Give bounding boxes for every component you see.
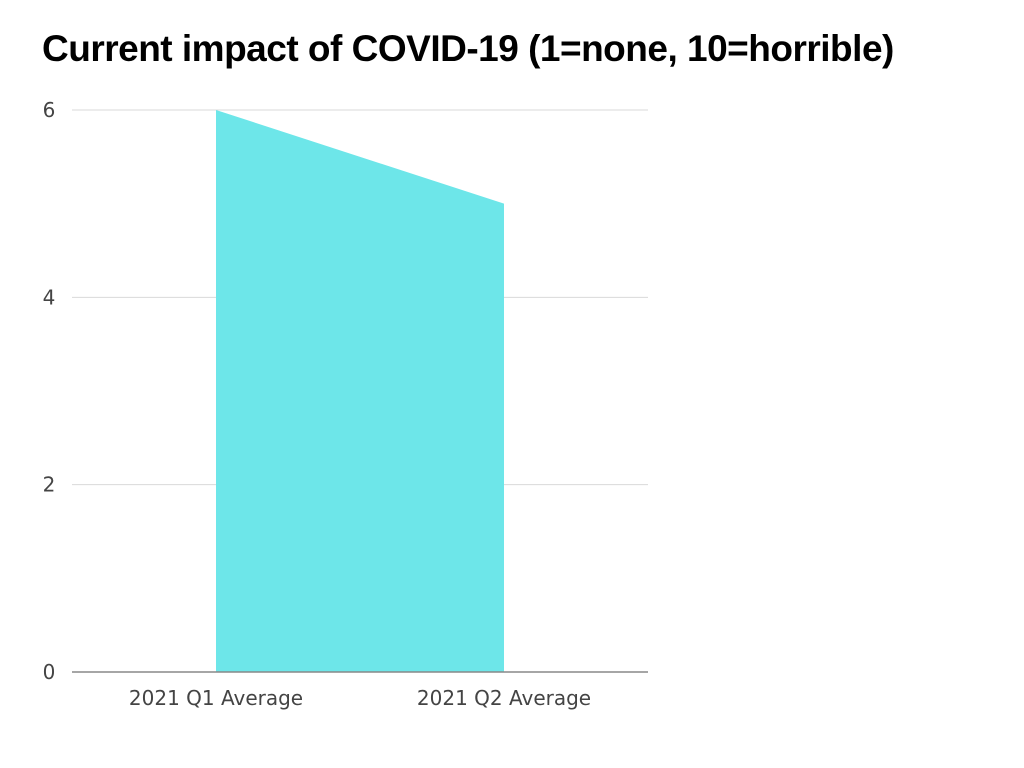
area-series <box>215 109 505 672</box>
y-tick-label: 2 <box>43 473 56 497</box>
y-tick-label: 0 <box>43 660 56 684</box>
area-fill <box>216 110 504 672</box>
x-tick-label: 2021 Q1 Average <box>129 686 303 710</box>
y-tick-label: 6 <box>43 98 56 122</box>
x-tick-label: 2021 Q2 Average <box>417 686 591 710</box>
y-axis-ticks: 0 2 4 6 <box>43 98 56 684</box>
x-axis-ticks: 2021 Q1 Average 2021 Q2 Average <box>129 686 591 710</box>
y-tick-label: 4 <box>43 285 56 309</box>
chart-title: Current impact of COVID-19 (1=none, 10=h… <box>42 28 894 69</box>
